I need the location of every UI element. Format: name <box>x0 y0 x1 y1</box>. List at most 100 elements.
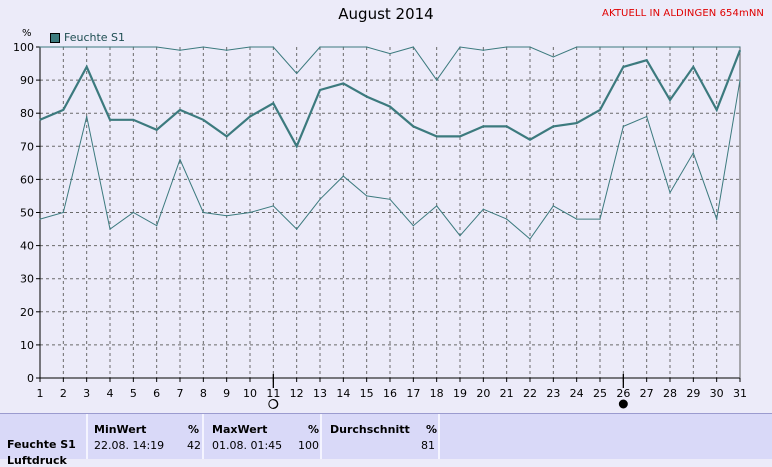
data-point-min <box>132 211 134 214</box>
data-point-min <box>506 218 508 220</box>
data-point-min <box>669 192 671 194</box>
x-tick-label: 20 <box>476 387 490 400</box>
data-point-mean <box>342 82 344 85</box>
data-point-mean <box>109 119 111 121</box>
data-point-mean <box>86 66 88 68</box>
data-point-max <box>62 46 64 48</box>
y-tick-label: 50 <box>20 207 34 220</box>
data-point-mean <box>436 135 438 137</box>
data-point-mean <box>692 66 694 68</box>
data-point-min <box>576 218 578 220</box>
data-point-max <box>389 53 391 55</box>
data-point-min <box>156 225 158 227</box>
x-tick-label: 7 <box>177 387 184 400</box>
x-tick-label: 8 <box>200 387 207 400</box>
data-point-mean <box>132 119 134 121</box>
data-point-mean <box>249 115 251 118</box>
data-point-mean <box>226 135 228 137</box>
x-tick-label: 3 <box>83 387 90 400</box>
data-point-max <box>366 46 368 48</box>
data-point-min <box>459 235 461 237</box>
data-point-max <box>552 56 554 58</box>
new-moon-icon <box>618 399 628 409</box>
x-tick-label: 1 <box>37 387 44 400</box>
data-point-mean <box>296 145 298 147</box>
x-tick-label: 19 <box>453 387 467 400</box>
stats-min-header: MinWert <box>94 423 147 436</box>
x-tick-label: 23 <box>546 387 560 400</box>
x-tick-label: 15 <box>360 387 374 400</box>
data-point-max <box>296 72 298 75</box>
x-tick-label: 14 <box>336 387 350 400</box>
data-point-max <box>716 46 718 48</box>
stats-avg-value: 81 <box>421 439 435 452</box>
x-tick-label: 21 <box>500 387 514 400</box>
data-point-min <box>319 198 321 200</box>
stats-avg-cell: Durchschnitt % 81 <box>322 414 440 459</box>
stats-max-date: 01.08. 01:45 <box>212 439 283 452</box>
data-point-max <box>342 46 344 48</box>
data-point-max <box>132 46 134 48</box>
stats-label-cell: Feuchte S1 Luftdruck <box>0 414 88 467</box>
first-quarter-moon-arc <box>273 399 278 409</box>
data-point-min <box>39 218 41 220</box>
data-point-max <box>692 46 694 48</box>
data-point-min <box>296 228 298 230</box>
data-point-max <box>436 79 438 81</box>
data-point-mean <box>179 109 181 111</box>
data-point-mean <box>576 122 578 124</box>
data-point-mean <box>389 105 391 108</box>
x-tick-label: 4 <box>107 387 114 400</box>
data-point-mean <box>459 135 461 137</box>
data-point-mean <box>552 125 554 128</box>
x-tick-label: 10 <box>243 387 257 400</box>
data-point-max <box>109 46 111 48</box>
x-tick-label: 13 <box>313 387 327 400</box>
data-point-min <box>226 215 228 217</box>
x-tick-label: 31 <box>733 387 747 400</box>
stats-max-value: 100 <box>298 439 319 452</box>
data-point-mean <box>739 49 741 51</box>
data-point-max <box>669 46 671 48</box>
data-point-mean <box>669 99 671 101</box>
x-tick-label: 12 <box>290 387 304 400</box>
y-tick-label: 30 <box>20 273 34 286</box>
y-tick-label: 60 <box>20 173 34 186</box>
stats-max-header: MaxWert <box>212 423 268 436</box>
x-tick-label: 25 <box>593 387 607 400</box>
y-tick-label: 20 <box>20 306 34 319</box>
x-tick-label: 2 <box>60 387 67 400</box>
data-point-mean <box>506 125 508 128</box>
data-point-mean <box>156 129 158 131</box>
status-text: AKTUELL IN ALDINGEN 654mNN <box>602 8 764 19</box>
x-tick-label: 18 <box>430 387 444 400</box>
stats-min-date: 22.08. 14:19 <box>94 439 165 452</box>
stats-min-cell: MinWert % 22.08. 14:19 42 <box>88 414 204 459</box>
data-point-max <box>739 46 741 48</box>
x-tick-label: 29 <box>686 387 700 400</box>
data-point-max <box>646 46 648 48</box>
y-tick-label: 70 <box>20 140 34 153</box>
y-axis-unit: % <box>22 28 32 39</box>
data-point-min <box>272 205 274 207</box>
stats-table: Feuchte S1 Luftdruck MinWert % 22.08. 14… <box>0 413 772 467</box>
data-point-mean <box>482 125 484 128</box>
x-tick-label: 6 <box>153 387 160 400</box>
stats-min-value: 42 <box>187 439 201 452</box>
data-point-min <box>109 228 111 230</box>
data-point-mean <box>366 96 368 98</box>
x-tick-label: 26 <box>616 387 630 400</box>
legend-label: Feuchte S1 <box>64 31 126 44</box>
stats-empty-cell <box>440 414 772 459</box>
stats-max-unit: % <box>308 423 320 436</box>
stats-row-label-2: Luftdruck <box>7 454 67 467</box>
stats-min-unit: % <box>188 423 200 436</box>
x-tick-label: 16 <box>383 387 397 400</box>
stats-avg-header: Durchschnitt <box>330 423 410 436</box>
data-point-min <box>622 125 624 128</box>
data-point-min <box>529 238 531 240</box>
x-tick-label: 27 <box>640 387 654 400</box>
y-tick-label: 100 <box>13 41 34 54</box>
x-tick-label: 17 <box>406 387 420 400</box>
